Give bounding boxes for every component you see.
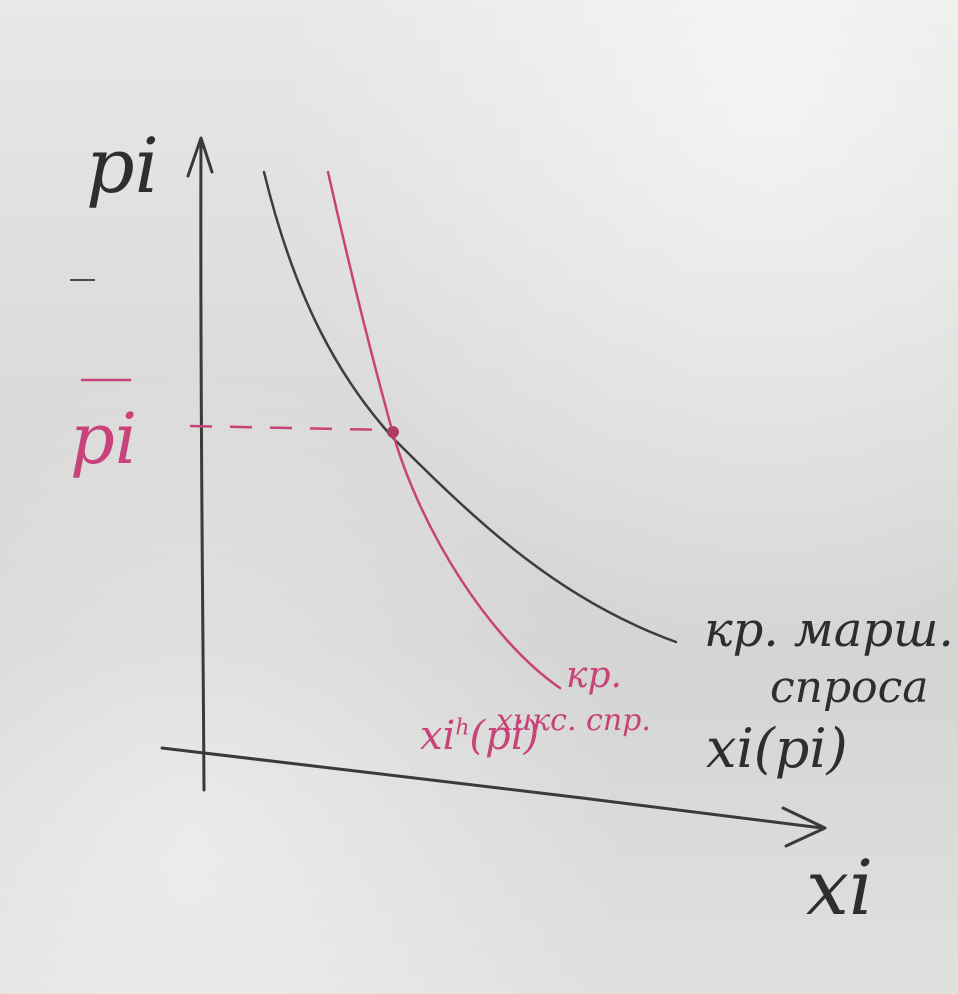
intersection-point xyxy=(387,426,399,438)
x-axis xyxy=(160,746,824,830)
marshallian-curve-label-line1: кр. марш. xyxy=(704,602,954,658)
y-axis-label: pi xyxy=(86,121,159,210)
marshallian-demand-curve xyxy=(262,170,678,644)
price-level-label: pi xyxy=(70,398,138,480)
y-axis xyxy=(199,138,206,792)
hicksian-curve-label-line2: хикс. спр. xyxy=(496,703,651,738)
y-axis-arrowhead xyxy=(186,136,214,178)
price-level-dashed-line xyxy=(189,424,391,432)
hicksian-function-symbol: xi xyxy=(420,713,456,759)
marshallian-curve-label-line2: спроса xyxy=(770,662,929,713)
x-axis-arrowhead xyxy=(781,806,827,848)
hicksian-function-argument: (pi) xyxy=(469,713,540,759)
hicksian-function-label: xih(pi) xyxy=(420,716,539,756)
marshallian-function-label: xi(pi) xyxy=(706,717,848,780)
hicksian-function-superscript: h xyxy=(455,715,470,741)
x-axis-label: xi xyxy=(806,843,874,932)
hicksian-curve-label-line1: кр. xyxy=(566,655,622,696)
